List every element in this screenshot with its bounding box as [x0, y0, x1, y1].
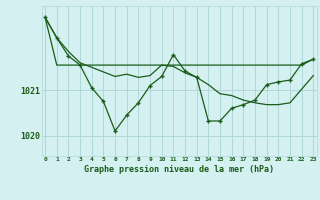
X-axis label: Graphe pression niveau de la mer (hPa): Graphe pression niveau de la mer (hPa): [84, 165, 274, 174]
